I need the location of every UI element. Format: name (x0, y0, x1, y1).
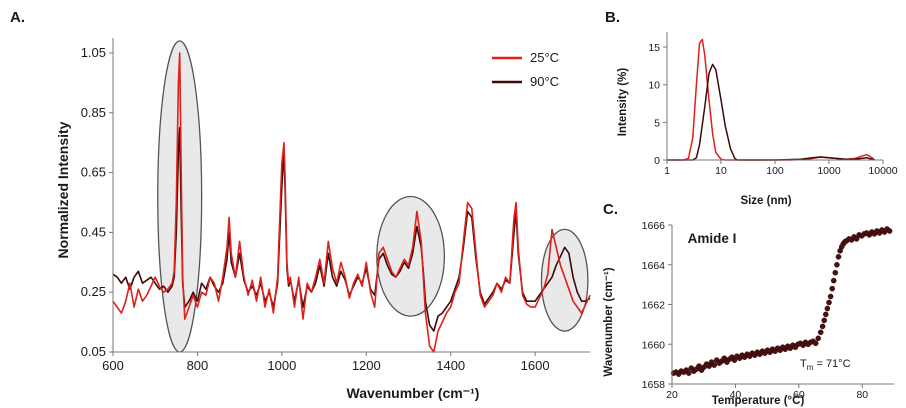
chart-c-x-tick-label: 80 (856, 389, 868, 401)
chart-a-y-tick-label: 0.45 (81, 224, 106, 239)
tm-annotation: Tm = 71°C (800, 358, 851, 372)
data-point (812, 340, 819, 347)
data-point (835, 253, 842, 260)
data-point (711, 362, 718, 368)
chart-a-axes: 600 800 1000 1200 1400 1600 0.05 0.25 0.45 0.65 0.… (81, 38, 590, 373)
size-distribution-lines (667, 38, 876, 161)
chart-a-y-tick-label: 0.85 (81, 105, 106, 120)
data-point (832, 269, 839, 276)
chart-a-x-tick-label: 1000 (267, 358, 296, 373)
data-point (686, 370, 692, 376)
chart-a-x-tick-label: 1400 (436, 358, 465, 373)
chart-c-x-tick-label: 40 (730, 389, 742, 401)
chart-b-y-tick-label: 5 (654, 117, 660, 129)
chart-c-y-tick-label: 1660 (642, 339, 666, 351)
data-point (826, 299, 832, 306)
data-point (886, 228, 893, 234)
data-point (830, 277, 837, 284)
chart-b-x-tick-label: 10 (715, 165, 727, 177)
data-point (819, 323, 826, 330)
chart-b-y-tick-label: 10 (648, 80, 660, 92)
chart-c-y-tick-label: 1666 (642, 220, 666, 232)
chart-b-ylabel: Intensity (%) (617, 68, 629, 137)
chart-c-y-tick-label: 1664 (642, 260, 666, 272)
chart-b-xlabel: Size (nm) (740, 195, 791, 207)
chart-a-legend: 25°C 90°C (492, 50, 559, 89)
chart-c-xlabel: Temperature (°C) (712, 395, 805, 407)
data-point (829, 285, 836, 292)
chart-a-x-tick-label: 1600 (521, 358, 550, 373)
chart-c-title: Amide I (688, 231, 737, 246)
data-point (834, 261, 840, 268)
chart-a-y-tick-label: 1.05 (81, 45, 106, 60)
chart-b-x-tick-label: 1 (664, 165, 670, 177)
chart-a-y-tick-label: 0.25 (81, 284, 106, 299)
data-point (823, 311, 829, 318)
data-point (815, 335, 822, 342)
highlight-regions (157, 40, 589, 353)
melting-curve-points (670, 226, 893, 377)
chart-a-xlabel: Wavenumber (cm⁻¹) (347, 385, 480, 401)
chart-c: 20 40 60 80 1658 1660 1662 1664 1666 Amide I Tm … (603, 220, 894, 407)
data-point (821, 317, 828, 324)
data-point (827, 293, 834, 300)
chart-c-axes: 20 40 60 80 1658 1660 1662 1664 1666 (642, 220, 894, 401)
chart-c-y-tick-label: 1658 (642, 379, 666, 391)
chart-c-ylabel: Wavenumber (cm⁻¹) (603, 267, 615, 376)
chart-a-ylabel: Normalized Intensity (55, 121, 71, 258)
data-point (731, 357, 738, 363)
chart-b-axes: 1 10 100 1000 10000 0 5 10 15 (648, 32, 898, 177)
legend-label-90c: 90°C (530, 74, 559, 89)
chart-c-x-tick-label: 20 (666, 389, 678, 401)
chart-a-x-tick-label: 800 (187, 358, 209, 373)
chart-b-y-tick-label: 0 (654, 155, 660, 167)
chart-a: 600 800 1000 1200 1400 1600 0.05 0.25 0.45 0.65 0.… (55, 38, 591, 401)
chart-b-x-tick-label: 1000 (817, 165, 841, 177)
panel-a-label: A. (10, 9, 25, 26)
chart-b: 1 10 100 1000 10000 0 5 10 15 Size (nm) Intensit… (617, 32, 898, 207)
series-line-25c (112, 52, 591, 353)
size-line-25c (667, 38, 876, 161)
chart-c-y-tick-label: 1662 (642, 300, 666, 312)
size-line-90c (667, 63, 875, 161)
chart-a-x-tick-label: 600 (102, 358, 124, 373)
spectra-lines (112, 52, 591, 353)
chart-a-y-tick-label: 0.65 (81, 165, 106, 180)
chart-b-y-tick-label: 15 (648, 42, 660, 54)
panel-b-label: B. (605, 9, 620, 26)
highlight-ellipse-3 (540, 228, 589, 332)
chart-b-x-tick-label: 10000 (868, 165, 897, 177)
data-point (817, 329, 824, 336)
panel-c-label: C. (603, 201, 618, 218)
data-point (853, 236, 860, 242)
data-point (824, 305, 831, 312)
chart-c-x-tick-label: 60 (793, 389, 805, 401)
legend-label-25c: 25°C (530, 50, 559, 65)
chart-b-x-tick-label: 100 (766, 165, 784, 177)
chart-a-x-tick-label: 1200 (352, 358, 381, 373)
chart-a-y-tick-label: 0.05 (81, 344, 106, 359)
